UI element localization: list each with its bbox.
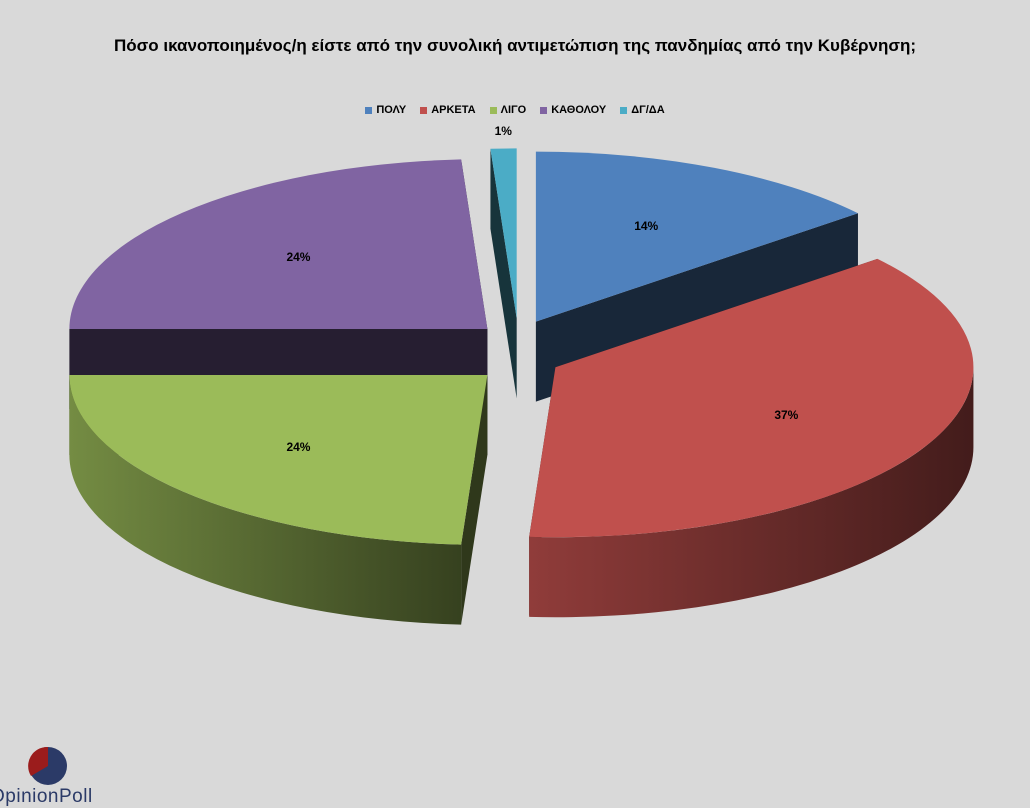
chart-title: Πόσο ικανοποιημένος/η είστε από την συνο… [113, 36, 917, 55]
legend-item-arketa: ΑΡΚΕΤΑ [420, 104, 476, 116]
legend-label-arketa: ΑΡΚΕΤΑ [431, 104, 476, 116]
legend-item-ligo: ΛΙΓΟ [489, 104, 527, 116]
legend-label-poly: ΠΟΛΥ [376, 104, 407, 116]
legend-item-dgda: ΔΓ/ΔΑ [620, 104, 665, 116]
data-label-arketa: 37% [774, 408, 798, 422]
slice-outer-wall [69, 375, 462, 625]
data-label-katholou: 24% [286, 250, 310, 264]
legend-label-dgda: ΔΓ/ΔΑ [631, 104, 665, 116]
pie-slice-dgda [490, 148, 517, 399]
slice-top-face [69, 159, 488, 329]
legend-swatch-katholou [540, 106, 548, 114]
data-label-poly: 14% [634, 219, 658, 233]
legend-swatch-ligo [489, 106, 497, 114]
data-label-ligo: 24% [286, 440, 310, 454]
slice-outer-wall [529, 367, 974, 618]
legend-label-ligo: ΛΙΓΟ [500, 104, 527, 116]
legend-swatch-arketa [420, 106, 428, 114]
pie-slice-arketa [529, 258, 974, 618]
slice-top-face [69, 375, 488, 545]
legend-swatch-poly [365, 106, 373, 114]
slice-top-face [490, 148, 517, 319]
pie-slice-katholou [69, 159, 488, 409]
slice-top-face [529, 258, 974, 538]
pie-slice-ligo [69, 375, 488, 625]
legend-item-poly: ΠΟΛΥ [365, 104, 406, 116]
legend-swatch-dgda [620, 106, 628, 114]
opinionpoll-logo-icon [28, 746, 67, 785]
legend-item-katholou: ΚΑΘΟΛΟΥ [540, 104, 606, 116]
chart-legend: ΠΟΛΥ ΑΡΚΕΤΑ ΛΙΓΟ ΚΑΘΟΛΟΥ ΔΓ/ΔΑ [0, 104, 1030, 116]
logo-text: OpinionPoll [0, 786, 93, 807]
slice-top-face [535, 151, 858, 322]
legend-label-katholou: ΚΑΘΟΛΟΥ [551, 104, 607, 116]
slice-side-wall [490, 148, 517, 399]
data-label-dgda: 1% [495, 124, 513, 138]
